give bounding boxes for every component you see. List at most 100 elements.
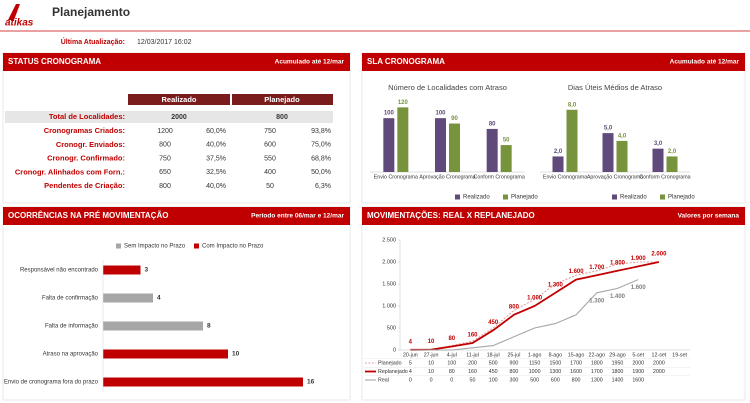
panel-header [362,207,745,225]
series-line [410,279,639,351]
table-cell: 1300 [591,377,603,383]
bar [103,377,303,387]
table-cell: 900 [510,360,519,366]
value-label: 1.800 [610,260,626,266]
column-header-label: Planejado [264,95,300,104]
panel [361,52,746,204]
bar [602,133,614,172]
row-label: Cronogr. Enviados: [56,140,125,149]
value-label: 8,0 [568,102,577,108]
value-label: 80 [448,336,455,342]
table-cell: 1950 [612,360,624,366]
value-label: 1.700 [589,265,605,271]
table-cell: 1700 [570,360,582,366]
cell: 50 [266,183,274,190]
legend-label: Planejado [378,360,402,366]
value-label: 450 [488,320,499,326]
cell: 750 [159,155,171,162]
category-label: Aprovação Cronograma [419,174,475,180]
value-label: 2.000 [651,252,667,258]
category-label: Envio Cronograma [543,174,587,180]
x-tick-label: 5-set [632,352,644,358]
bar [103,265,141,275]
cell: 750 [264,128,276,135]
panel-note: Acumulado até 12/mar [275,59,345,66]
chart-title: Número de Localidades com Atraso [388,83,507,92]
panel-note: Acumulado até 12/mar [670,59,740,66]
table-cell: 1600 [570,369,582,375]
value-label: 5,0 [604,126,613,132]
panel-title: MOVIMENTAÇÕES: REAL X REPLANEJADO [367,211,535,220]
page-title: Planejamento [52,5,130,19]
bar [652,148,664,172]
x-tick-label: 8-ago [549,352,563,358]
value-label: 3,0 [654,141,663,147]
panel-note: Valores por semana [678,213,740,220]
cell: 37,5% [206,155,226,162]
table-cell: 160 [468,369,477,375]
legend-swatch [194,243,199,249]
panel-header [3,207,350,225]
cell: 1200 [157,128,173,135]
value-label: 100 [435,111,446,117]
table-cell: 450 [489,369,498,375]
row-label: Cronogramas Criados: [44,126,125,135]
value-label: 1.300 [589,298,605,304]
table-cell: 500 [489,360,498,366]
table-cell: 1800 [612,369,624,375]
legend-swatch [116,243,121,249]
panel-note: Período entre 06/mar e 12/mar [251,213,344,220]
cell: 650 [159,169,171,176]
update-label: Última Atualização: [61,37,125,46]
value-label: 1.600 [631,285,647,291]
total-row [5,111,333,123]
x-tick-label: 29-ago [609,352,626,358]
legend-label: Realizado [620,195,647,201]
table-cell: 0 [450,377,453,383]
cell: 800 [159,183,171,190]
table-cell: 800 [572,377,581,383]
panel [361,206,746,401]
value-label: 2,0 [554,149,563,155]
category-label: Envio de cronograma fora do prazo [4,380,99,386]
logo: atikas [5,18,34,29]
panel-title: STATUS CRONOGRAMA [8,57,101,66]
panel-header [362,53,745,71]
y-tick-label: 1.500 [382,281,396,287]
series-line [410,261,660,351]
total-value: 800 [276,114,288,121]
column-header-label: Realizado [161,95,196,104]
category-label: Responsável não encontrado [20,268,99,274]
table-cell: 2000 [653,369,665,375]
total-value: 2000 [171,114,187,121]
value-label: 8 [207,323,211,330]
legend-label: Realizado [463,195,490,201]
bar [397,107,409,172]
category-label: Atraso na aprovação [43,352,99,358]
x-tick-label: 19-set [672,352,687,358]
row-label: Cronogr. Alinhados com Forn.: [15,167,125,176]
cell: 60,0% [206,128,226,135]
cell: 32,5% [206,169,226,176]
value-label: 90 [451,116,458,122]
x-tick-label: 27-jun [424,352,439,358]
x-tick-label: 11-jul [466,352,479,358]
y-tick-label: 2.500 [382,237,396,243]
bar [103,349,228,359]
bar [383,118,395,172]
value-label: 4 [409,339,413,345]
table-cell: 5 [409,360,412,366]
category-label: Envio Cronograma [374,174,418,180]
x-tick-label: 20-jun [403,352,418,358]
category-label: Conform Cronograma [474,174,525,180]
table-cell: 2000 [653,360,665,366]
category-label: Aprovação Cronograma [587,174,643,180]
bar [435,118,446,172]
panel-title: OCORRÊNCIAS NA PRÉ MOVIMENTAÇÃO [8,211,168,220]
legend-label: Sem Impacto no Prazo [124,244,186,250]
cell: 40,0% [206,142,226,149]
legend-swatch [660,194,665,200]
bar [500,145,512,172]
category-label: Falta de confirmação [42,296,99,302]
y-tick-label: 0 [393,347,396,353]
